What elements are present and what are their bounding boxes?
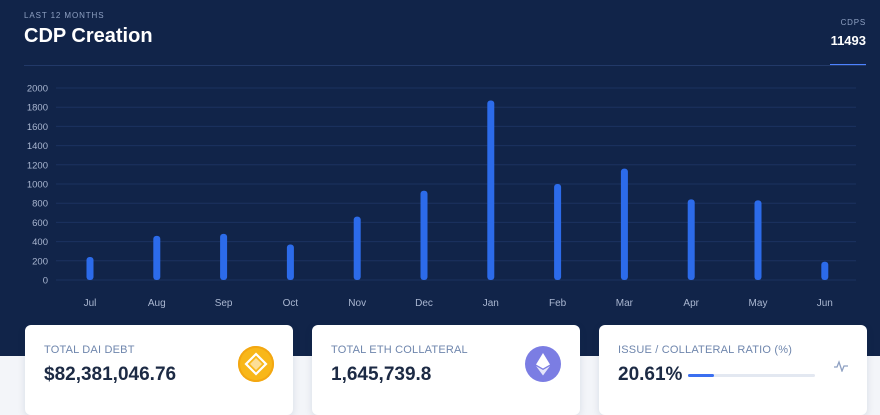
period-subtitle: LAST 12 MONTHS	[24, 11, 105, 20]
x-tick-label: Feb	[549, 298, 567, 309]
x-tick-label: Mar	[616, 298, 634, 309]
bar-dec[interactable]	[420, 190, 428, 280]
y-tick-label: 400	[32, 237, 48, 248]
pulse-icon[interactable]	[834, 360, 848, 372]
x-tick-label: Oct	[283, 298, 299, 309]
cdps-active-underline	[830, 64, 866, 66]
card-total-dai-debt: TOTAL DAI DEBT $82,381,046.76	[25, 325, 293, 415]
y-tick-label: 1200	[27, 160, 48, 171]
y-tick-label: 0	[43, 276, 48, 287]
y-tick-label: 200	[32, 256, 48, 267]
dai-debt-value: $82,381,046.76	[44, 364, 177, 385]
y-tick-label: 2000	[27, 84, 48, 95]
x-tick-label: Jan	[483, 298, 499, 309]
ratio-progress-fill	[688, 374, 715, 377]
y-tick-label: 1600	[27, 122, 48, 133]
dai-debt-label: TOTAL DAI DEBT	[44, 344, 135, 356]
y-tick-label: 800	[32, 199, 48, 210]
y-tick-label: 600	[32, 218, 48, 229]
bar-aug[interactable]	[153, 235, 161, 280]
x-tick-label: Nov	[348, 298, 366, 309]
dai-icon	[238, 346, 274, 382]
cdps-counter[interactable]: CDPS 11493	[831, 18, 866, 48]
cdps-value: 11493	[830, 33, 866, 48]
page-title: CDP Creation	[24, 25, 153, 47]
x-tick-label: Sep	[215, 298, 233, 309]
bar-apr[interactable]	[687, 199, 695, 280]
x-tick-label: Jul	[84, 298, 97, 309]
header-divider	[24, 65, 866, 66]
bar-sep[interactable]	[220, 233, 228, 280]
bar-feb[interactable]	[554, 184, 562, 280]
y-tick-label: 1400	[27, 141, 48, 152]
bar-jan[interactable]	[487, 100, 495, 280]
eth-icon	[525, 346, 561, 382]
ratio-label: ISSUE / COLLATERAL RATIO (%)	[618, 344, 793, 356]
eth-collateral-label: TOTAL ETH COLLATERAL	[331, 344, 468, 356]
chart-panel: LAST 12 MONTHS CDP Creation CDPS 11493 0…	[0, 0, 880, 356]
y-tick-label: 1800	[27, 103, 48, 114]
y-tick-label: 1000	[27, 180, 48, 191]
bar-jul[interactable]	[86, 256, 94, 280]
bar-may[interactable]	[754, 200, 762, 280]
card-collateral-ratio: ISSUE / COLLATERAL RATIO (%) 20.61%	[599, 325, 867, 415]
bar-oct[interactable]	[286, 244, 294, 280]
card-total-eth-collateral: TOTAL ETH COLLATERAL 1,645,739.8	[312, 325, 580, 415]
ratio-progress-bar	[688, 374, 815, 377]
x-tick-label: Jun	[817, 298, 833, 309]
cdp-creation-bar-chart: 0 200 400 600 800 1000 1200 1400 1600 1800 2000 Jul…	[27, 84, 856, 309]
bar-mar[interactable]	[620, 168, 628, 280]
eth-collateral-value: 1,645,739.8	[331, 364, 432, 385]
cdps-label: CDPS	[840, 18, 866, 27]
x-tick-label: Apr	[683, 298, 699, 309]
ratio-value: 20.61%	[618, 364, 683, 385]
x-tick-label: Aug	[148, 298, 166, 309]
x-tick-label: May	[749, 298, 768, 309]
bar-nov[interactable]	[353, 216, 361, 280]
x-tick-label: Dec	[415, 298, 433, 309]
bar-jun[interactable]	[821, 261, 829, 280]
